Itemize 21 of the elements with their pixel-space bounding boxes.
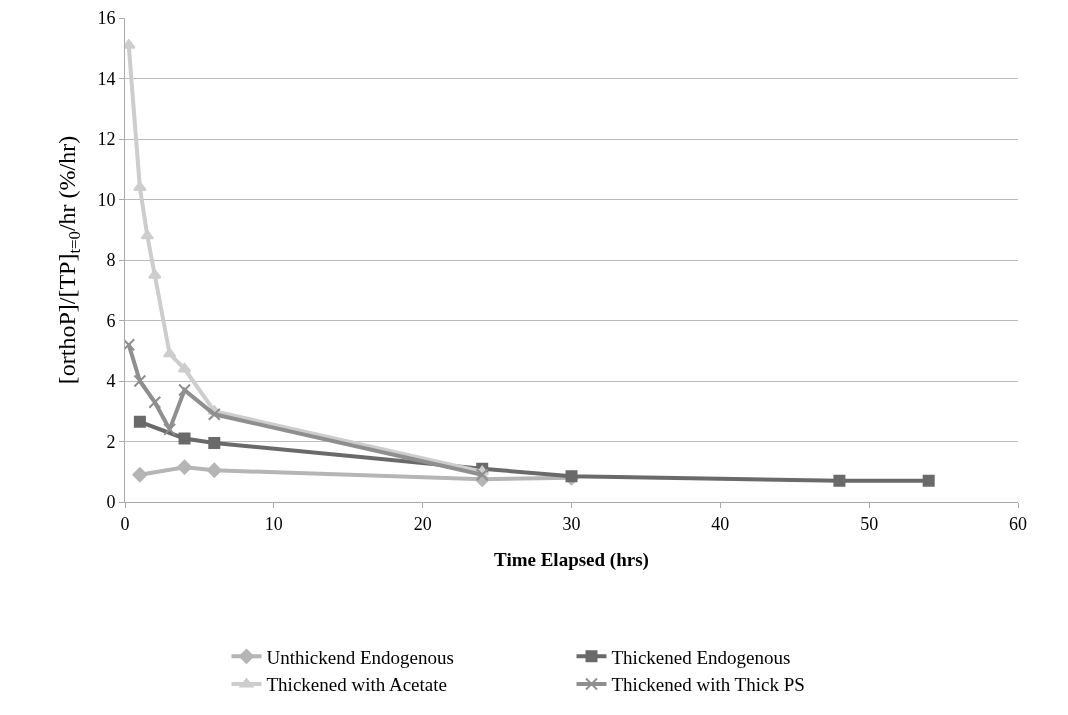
x-tick-label: 10 (264, 513, 283, 534)
x-tick-label: 20 (413, 513, 432, 534)
y-tick-label: 4 (106, 371, 116, 392)
y-tick-label: 6 (106, 310, 116, 331)
y-tick-label: 0 (106, 492, 116, 513)
y-tick-label: 8 (106, 250, 116, 271)
y-tick-label: 16 (97, 8, 116, 29)
legend-label: Thickened Endogenous (611, 646, 791, 668)
x-tick-label: 60 (1009, 513, 1027, 534)
x-tick-label: 0 (120, 513, 130, 534)
legend-label: Thickened with Acetate (266, 674, 447, 696)
legend-label: Unthickend Endogenous (266, 646, 454, 668)
y-tick-label: 2 (106, 431, 116, 452)
x-tick-label: 40 (711, 513, 730, 534)
x-axis-title: Time Elapsed (hrs) (494, 549, 649, 572)
x-tick-label: 50 (860, 513, 879, 534)
y-tick-label: 14 (97, 68, 116, 89)
legend-label: Thickened with Thick PS (611, 674, 805, 696)
y-tick-label: 10 (97, 189, 116, 210)
y-tick-label: 12 (97, 129, 116, 150)
x-tick-label: 30 (562, 513, 581, 534)
